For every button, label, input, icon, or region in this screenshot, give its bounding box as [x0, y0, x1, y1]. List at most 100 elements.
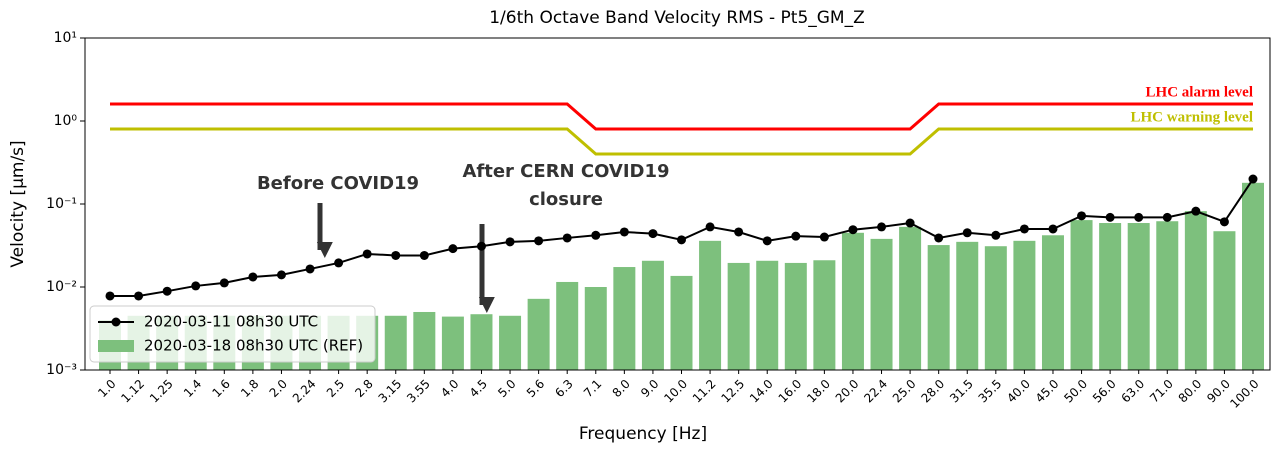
- bar: [870, 238, 893, 370]
- x-tick-label: 3.15: [376, 377, 405, 406]
- point: [934, 233, 944, 243]
- x-tick-label: 2.8: [352, 377, 375, 400]
- bar: [1213, 231, 1236, 370]
- x-tick-label: 100.0: [1227, 377, 1261, 411]
- x-tick-label: 2.5: [324, 377, 347, 400]
- level-label: LHC alarm level: [1146, 84, 1253, 100]
- line: [110, 127, 1253, 156]
- bar: [784, 262, 807, 370]
- x-tick-label: 35.5: [976, 377, 1005, 406]
- x-tick-label: 8.0: [610, 377, 633, 400]
- point: [505, 237, 515, 247]
- point: [191, 281, 201, 291]
- x-tick-label: 3.55: [404, 377, 433, 406]
- bar: [1242, 182, 1264, 370]
- point: [1219, 217, 1229, 227]
- x-tick-label: 31.5: [947, 377, 976, 406]
- bar: [1013, 240, 1036, 370]
- line: [110, 102, 1253, 131]
- point: [134, 291, 144, 301]
- point: [248, 272, 258, 282]
- x-tick-label: 7.1: [581, 377, 604, 400]
- x-tick-label: 14.0: [747, 377, 776, 406]
- legend-swatch: [98, 340, 134, 352]
- point: [734, 227, 744, 237]
- level-label: LHC warning level: [1131, 109, 1254, 125]
- point: [419, 250, 429, 260]
- bar: [670, 275, 693, 370]
- x-tick-label: 1.4: [181, 377, 204, 400]
- x-tick-label: 1.25: [147, 377, 176, 406]
- x-tick-label: 4.0: [438, 377, 461, 400]
- y-axis-label: Velocity [μm/s]: [8, 140, 28, 267]
- annotation: After CERN COVID19: [462, 161, 669, 182]
- point: [877, 222, 887, 232]
- bar: [613, 267, 636, 370]
- y-tick-label: 10⁰: [54, 113, 78, 129]
- x-tick-label: 80.0: [1176, 377, 1205, 406]
- point: [619, 227, 629, 237]
- point: [534, 236, 544, 246]
- x-tick-label: 71.0: [1147, 377, 1176, 406]
- x-tick-label: 20.0: [833, 377, 862, 406]
- point: [105, 291, 115, 301]
- bar: [899, 226, 922, 370]
- y-tick-label: 10¹: [54, 30, 77, 46]
- bar: [727, 262, 750, 370]
- point: [1134, 212, 1144, 222]
- point: [1077, 211, 1087, 221]
- x-tick-label: 4.5: [467, 377, 490, 400]
- x-tick-label: 25.0: [890, 377, 919, 406]
- bar: [556, 281, 579, 370]
- point: [1048, 224, 1058, 234]
- bar: [813, 260, 836, 370]
- legend-label: 2020-03-11 08h30 UTC: [144, 313, 318, 331]
- x-tick-label: 9.0: [638, 377, 661, 400]
- bar: [1099, 223, 1122, 370]
- x-tick-label: 28.0: [918, 377, 947, 406]
- point: [905, 218, 915, 228]
- legend: 2020-03-11 08h30 UTC 2020-03-18 08h30 UTC…: [89, 305, 376, 363]
- point: [334, 258, 344, 268]
- bar: [413, 311, 436, 370]
- bar: [441, 316, 464, 370]
- point: [1162, 212, 1172, 222]
- bar: [1041, 235, 1064, 370]
- annotation: Before COVID19: [257, 173, 419, 194]
- x-tick-label: 12.5: [718, 377, 747, 406]
- x-tick-label: 5.6: [524, 377, 547, 400]
- point: [677, 235, 686, 245]
- point: [591, 230, 601, 240]
- x-tick-label: 1.8: [238, 377, 261, 400]
- x-axis-label: Frequency [Hz]: [579, 424, 707, 444]
- annotation: closure: [529, 189, 603, 210]
- chart-title: 1/6th Octave Band Velocity RMS - Pt5_GM_…: [489, 8, 865, 28]
- point: [276, 270, 286, 280]
- point: [1248, 174, 1258, 184]
- legend-label: 2020-03-18 08h30 UTC (REF): [144, 337, 363, 355]
- point: [991, 230, 1001, 240]
- bar: [699, 240, 722, 370]
- x-tick-label: 18.0: [804, 377, 833, 406]
- x-tick-label: 1.12: [118, 377, 147, 406]
- point: [219, 278, 229, 288]
- point: [791, 231, 801, 241]
- x-tick-label: 2.0: [267, 377, 290, 400]
- bar: [641, 260, 664, 370]
- x-tick-label: 1.6: [209, 377, 232, 400]
- legend-marker: [111, 317, 121, 327]
- bar: [1156, 221, 1179, 370]
- legend-box: [89, 305, 376, 363]
- x-tick-label: 40.0: [1004, 377, 1033, 406]
- x-tick-label: 6.3: [552, 377, 575, 400]
- bar: [1184, 211, 1207, 370]
- point: [1191, 206, 1201, 216]
- bar: [1127, 223, 1150, 370]
- point: [1105, 212, 1115, 222]
- x-tick-label: 50.0: [1061, 377, 1090, 406]
- point: [476, 241, 486, 251]
- y-tick-label: 10⁻²: [46, 279, 77, 295]
- bar: [527, 298, 550, 370]
- x-tick-label: 10.0: [661, 377, 690, 406]
